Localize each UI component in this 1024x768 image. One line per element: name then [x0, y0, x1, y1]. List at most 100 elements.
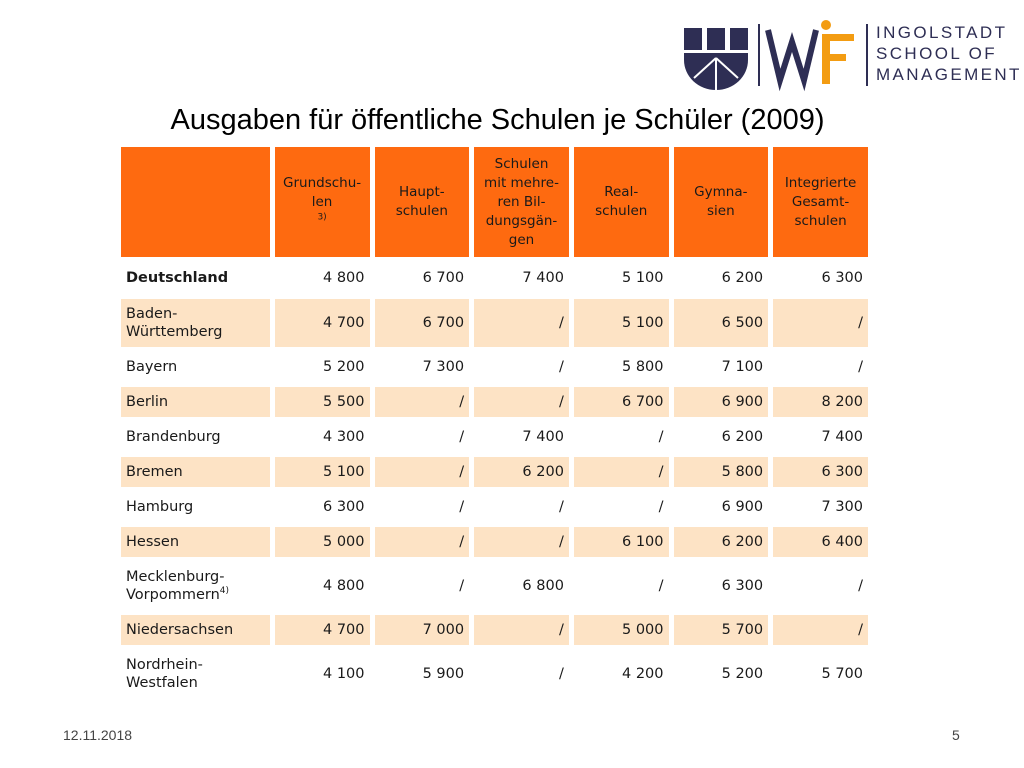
value-cell: / [858, 578, 863, 594]
footnote-marker: 3) [317, 212, 327, 222]
row-label-cell: Deutschland [121, 262, 270, 294]
value-cell: 4 800 [323, 578, 365, 594]
table-row: Niedersachsen 4 700 7 000/5 000 5 700/ [121, 615, 868, 645]
table-row: Baden- Württemberg 4 700 6 700/5 100 6 500/ [121, 299, 868, 347]
value-cell: 8 200 [773, 387, 868, 417]
value-cell: 6 700 [573, 387, 669, 417]
row-label-cell: Nordrhein- Westfalen [121, 650, 270, 698]
table-body: Deutschland 4 800 6 700 7 400 5 100 6 200 6 30… [121, 262, 868, 698]
column-header: Real- schulen [573, 147, 669, 257]
value-cell: / [459, 429, 465, 445]
slide-date: 12.11.2018 [63, 727, 133, 743]
value-cell: 4 100 [323, 666, 365, 682]
logo-line: INGOLSTADT [876, 23, 1008, 42]
value-cell: / [474, 299, 569, 347]
column-header-label: Haupt- schulen [395, 184, 448, 219]
value-cell: / [559, 666, 564, 682]
row-label: Mecklenburg- Vorpommern [126, 569, 225, 603]
value-cell: 7 400 [522, 270, 564, 286]
value-cell: 5 100 [274, 457, 370, 487]
value-cell: 6 200 [721, 429, 764, 445]
column-header: Haupt- schulen [374, 147, 470, 257]
footnote-marker: 4) [219, 586, 230, 597]
value-cell: / [573, 457, 669, 487]
value-cell: 4 700 [274, 299, 370, 347]
value-cell: / [374, 527, 470, 557]
value-cell: / [658, 499, 664, 515]
value-cell: / [474, 527, 569, 557]
value-cell: 5 100 [573, 299, 669, 347]
value-cell: / [374, 457, 470, 487]
value-cell: / [459, 578, 465, 594]
column-header-label: Grundschu- len [283, 174, 362, 210]
logo-emblem-icon [684, 20, 868, 92]
row-label: Niedersachsen [126, 622, 234, 638]
column-header: Schulen mit mehre- ren Bil- dungsgän- ge… [474, 147, 569, 257]
value-cell: 7 300 [422, 359, 465, 375]
value-cell: 6 200 [673, 527, 769, 557]
value-cell: 6 100 [573, 527, 669, 557]
value-cell: / [374, 387, 470, 417]
value-cell: 6 300 [323, 499, 365, 515]
value-cell: / [658, 429, 664, 445]
slide-page-number: 5 [952, 727, 960, 743]
value-cell: 6 700 [422, 270, 465, 286]
row-label: Deutschland [126, 270, 229, 286]
column-header: Integrierte Gesamt- schulen [773, 147, 868, 257]
value-cell: / [459, 499, 465, 515]
value-cell: / [559, 359, 564, 375]
row-label: Hessen [126, 534, 180, 550]
expenditure-table-container: Grundschu- len 3) Haupt- schulen Schulen mi… [121, 147, 873, 703]
value-cell: 6 400 [773, 527, 868, 557]
value-cell: / [559, 499, 564, 515]
column-header: Gymna- sien [673, 147, 769, 257]
value-cell: 6 300 [821, 270, 863, 286]
value-cell: 5 700 [821, 666, 863, 682]
value-cell: 6 500 [673, 299, 769, 347]
value-cell: / [658, 578, 664, 594]
row-label-cell: Hamburg [121, 492, 270, 522]
ingolstadt-school-logo [680, 14, 1000, 94]
row-label-cell: Niedersachsen [121, 615, 270, 645]
row-label-cell: Berlin [121, 387, 270, 417]
column-header-label: Real- schulen [595, 184, 648, 219]
value-cell: 6 800 [522, 578, 564, 594]
value-cell: 5 100 [622, 270, 664, 286]
value-cell: / [474, 615, 569, 645]
value-cell: 6 700 [374, 299, 470, 347]
table-row: Hessen 5 000//6 100 6 200 6 400 [121, 527, 868, 557]
table-row: Bayern 5 200 7 300 / 5 800 7 100 / [121, 352, 868, 382]
value-cell: 6 900 [673, 387, 769, 417]
value-cell: 6 300 [721, 578, 764, 594]
row-label-cell: Bremen [121, 457, 270, 487]
value-cell: / [474, 387, 569, 417]
value-cell: 5 200 [323, 359, 365, 375]
row-label-cell: Baden- Württemberg [121, 299, 270, 347]
column-header-label: Integrierte Gesamt- schulen [784, 174, 857, 229]
row-label: Berlin [126, 394, 169, 410]
row-label: Nordrhein- Westfalen [126, 657, 203, 691]
table-row: Nordrhein- Westfalen 4 100 5 900 / 4 200 5 20… [121, 650, 868, 698]
logo-line: SCHOOL OF [876, 44, 998, 63]
value-cell: 5 700 [673, 615, 769, 645]
value-cell: 4 300 [323, 429, 365, 445]
value-cell: 5 500 [274, 387, 370, 417]
value-cell: 7 400 [522, 429, 564, 445]
table-row: Brandenburg 4 300 / 7 400 / 6 200 7 400 [121, 422, 868, 452]
table-row: Mecklenburg- Vorpommern4) 4 800 / 6 800 / 6 3… [121, 562, 868, 610]
table-row: Berlin 5 500//6 700 6 900 8 200 [121, 387, 868, 417]
value-cell: 5 000 [274, 527, 370, 557]
table-row: Hamburg 6 300 / / / 6 900 7 300 [121, 492, 868, 522]
row-label: Bayern [126, 359, 178, 375]
slide-title: Ausgaben für öffentliche Schulen je Schü… [170, 104, 825, 136]
row-label: Hamburg [126, 499, 194, 515]
value-cell: / [858, 359, 863, 375]
value-cell: 6 300 [773, 457, 868, 487]
row-label-cell: Hessen [121, 527, 270, 557]
value-cell: 7 000 [374, 615, 470, 645]
column-header-label: Schulen mit mehre- ren Bil- dungsgän- ge… [484, 155, 559, 248]
value-cell: 5 800 [673, 457, 769, 487]
table-row: Bremen 5 100/6 200/5 800 6 300 [121, 457, 868, 487]
value-cell: 7 100 [721, 359, 764, 375]
value-cell: 4 800 [323, 270, 365, 286]
